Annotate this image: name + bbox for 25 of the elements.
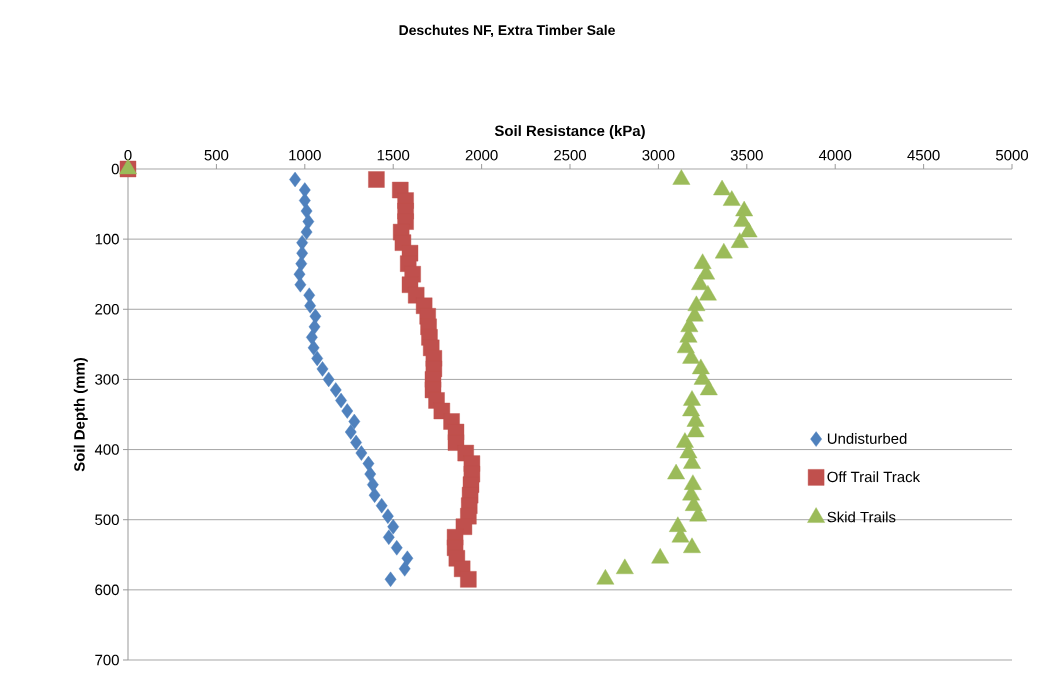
y-tick-label: 600 [95, 584, 119, 596]
y-tick-label: 300 [95, 374, 119, 385]
x-tick-label: 2500 [554, 149, 587, 161]
x-tick-label: 5000 [995, 149, 1029, 161]
legend-label: Skid Trails [827, 511, 896, 523]
x-tick-label: 2000 [465, 149, 498, 161]
x-axis-title: Soil Resistance (kPa) [494, 125, 645, 140]
y-tick-label: 400 [94, 444, 119, 455]
chart-title: Deschutes NF, Extra Timber Sale [399, 24, 615, 38]
x-tick-label: 1500 [377, 149, 410, 161]
x-tick-label: 4000 [818, 149, 852, 161]
legend-label: Off Trail Track [827, 471, 921, 483]
y-axis-title: Soil Depth (mm) [73, 357, 88, 472]
x-tick-label: 1000 [289, 149, 321, 161]
y-tick-label: 100 [95, 233, 119, 245]
y-tick-label: 700 [95, 654, 119, 666]
x-tick-label: 3500 [730, 149, 763, 161]
x-tick-label: 0 [124, 149, 132, 161]
x-tick-label: 3000 [642, 149, 675, 161]
y-tick-label: 0 [111, 163, 119, 175]
legend-label: Undisturbed [827, 432, 907, 444]
y-tick-label: 500 [95, 514, 119, 525]
y-tick-label: 200 [95, 303, 119, 315]
x-tick-label: 500 [204, 149, 229, 161]
x-tick-label: 4500 [907, 149, 940, 161]
